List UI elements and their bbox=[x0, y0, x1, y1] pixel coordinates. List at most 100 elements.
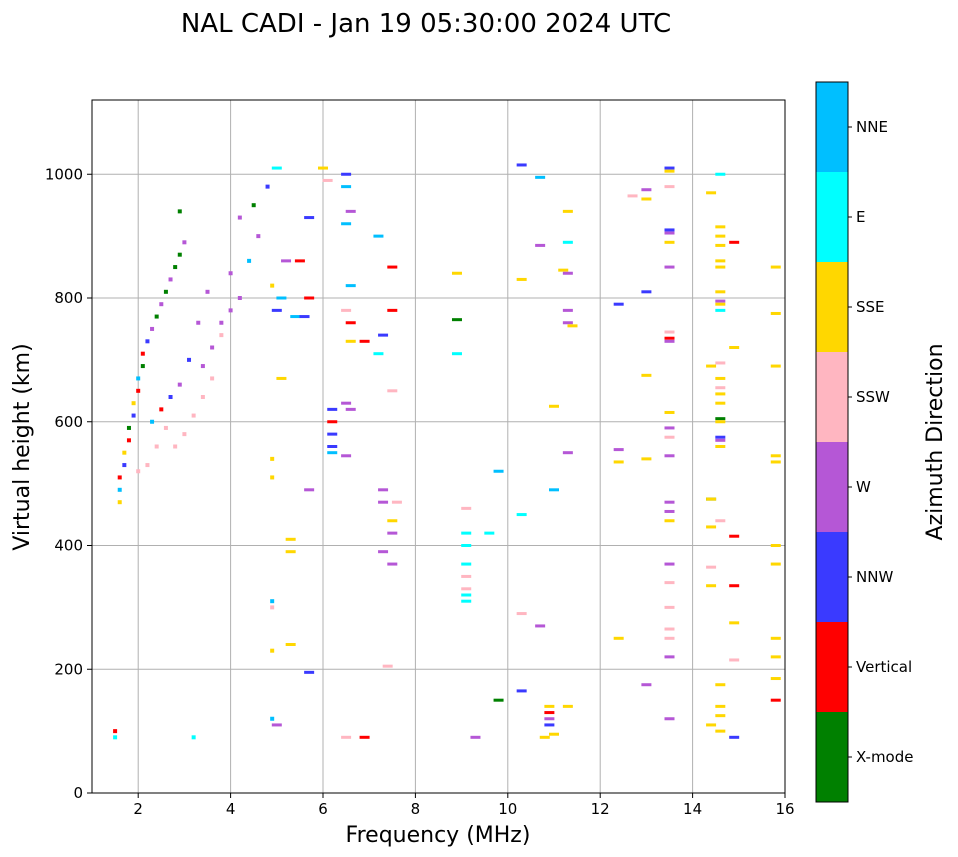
data-point bbox=[613, 448, 624, 452]
data-point bbox=[715, 290, 726, 294]
data-point bbox=[256, 234, 261, 239]
data-point bbox=[715, 386, 726, 390]
data-point bbox=[304, 488, 315, 492]
x-tick-label: 6 bbox=[318, 800, 328, 818]
plot-frame bbox=[91, 99, 786, 794]
data-point bbox=[715, 225, 726, 229]
data-point bbox=[664, 500, 675, 504]
colorbar-segment bbox=[816, 82, 848, 172]
data-point bbox=[613, 636, 624, 640]
data-point bbox=[177, 209, 182, 214]
colorbar-label: Azimuth Direction bbox=[923, 343, 948, 540]
data-point bbox=[729, 658, 740, 662]
data-point bbox=[373, 234, 384, 238]
data-point bbox=[163, 289, 168, 294]
data-point bbox=[562, 321, 573, 325]
data-point bbox=[729, 735, 740, 739]
data-point bbox=[715, 435, 726, 439]
colorbar-tick-label: NNE bbox=[856, 118, 888, 136]
data-point bbox=[470, 735, 481, 739]
data-point bbox=[322, 178, 333, 182]
data-point bbox=[715, 302, 726, 306]
data-point bbox=[265, 184, 270, 189]
data-point bbox=[140, 351, 145, 356]
colorbar-tick-label: SSE bbox=[856, 298, 885, 316]
data-point bbox=[304, 670, 315, 674]
data-point bbox=[159, 302, 164, 307]
data-point bbox=[664, 717, 675, 721]
data-point bbox=[341, 454, 352, 458]
data-point bbox=[122, 450, 127, 455]
data-point bbox=[387, 308, 398, 312]
data-point bbox=[664, 655, 675, 659]
data-point bbox=[562, 704, 573, 708]
x-tick-label: 4 bbox=[226, 800, 236, 818]
data-point bbox=[285, 643, 296, 646]
data-point bbox=[461, 531, 472, 535]
data-point bbox=[182, 432, 187, 437]
data-point bbox=[516, 513, 527, 517]
data-point bbox=[210, 345, 215, 350]
data-point bbox=[770, 677, 781, 681]
data-point bbox=[664, 581, 675, 585]
data-point bbox=[461, 506, 472, 510]
data-point bbox=[154, 314, 159, 319]
data-point bbox=[706, 565, 717, 569]
data-point bbox=[664, 509, 675, 513]
colorbar-segment bbox=[816, 622, 848, 712]
data-point bbox=[136, 469, 141, 474]
x-tick-label: 12 bbox=[591, 800, 610, 818]
y-tick-label: 600 bbox=[54, 413, 83, 431]
data-point bbox=[191, 735, 196, 740]
data-point bbox=[461, 574, 472, 578]
data-point bbox=[299, 315, 310, 319]
y-tick-label: 0 bbox=[73, 784, 83, 802]
data-point bbox=[359, 735, 370, 739]
data-point bbox=[613, 460, 624, 464]
data-point bbox=[539, 735, 550, 739]
data-point bbox=[664, 330, 675, 334]
data-point bbox=[270, 605, 275, 610]
data-point bbox=[715, 376, 726, 380]
data-point bbox=[641, 197, 652, 201]
data-point bbox=[715, 243, 726, 247]
data-point bbox=[706, 723, 717, 727]
data-point bbox=[387, 562, 398, 566]
data-point bbox=[270, 283, 275, 288]
data-point bbox=[270, 648, 275, 653]
data-point bbox=[237, 296, 242, 300]
data-point bbox=[664, 435, 675, 439]
data-point bbox=[285, 550, 296, 554]
data-point bbox=[664, 562, 675, 566]
data-point bbox=[770, 636, 781, 640]
data-point bbox=[187, 357, 192, 362]
data-point bbox=[145, 463, 150, 468]
data-point bbox=[706, 525, 717, 529]
data-point bbox=[182, 240, 187, 245]
data-point bbox=[729, 346, 740, 349]
data-point bbox=[163, 425, 168, 430]
data-point bbox=[544, 704, 555, 708]
data-point bbox=[461, 587, 472, 591]
data-point bbox=[117, 475, 122, 480]
data-point bbox=[341, 308, 352, 312]
y-tick-label: 400 bbox=[54, 537, 83, 555]
data-point bbox=[715, 519, 726, 523]
data-point bbox=[715, 172, 726, 176]
data-point bbox=[770, 364, 781, 368]
data-point bbox=[150, 419, 155, 424]
data-point bbox=[341, 735, 352, 739]
data-point bbox=[327, 451, 338, 455]
data-point bbox=[168, 277, 173, 282]
data-point bbox=[276, 296, 287, 300]
data-point bbox=[664, 454, 675, 458]
data-point bbox=[664, 169, 675, 173]
data-point bbox=[664, 240, 675, 244]
data-point bbox=[664, 519, 675, 523]
data-point bbox=[562, 451, 573, 455]
data-point bbox=[516, 163, 527, 167]
data-point bbox=[168, 395, 173, 399]
data-point bbox=[382, 664, 393, 668]
data-point bbox=[664, 265, 675, 269]
